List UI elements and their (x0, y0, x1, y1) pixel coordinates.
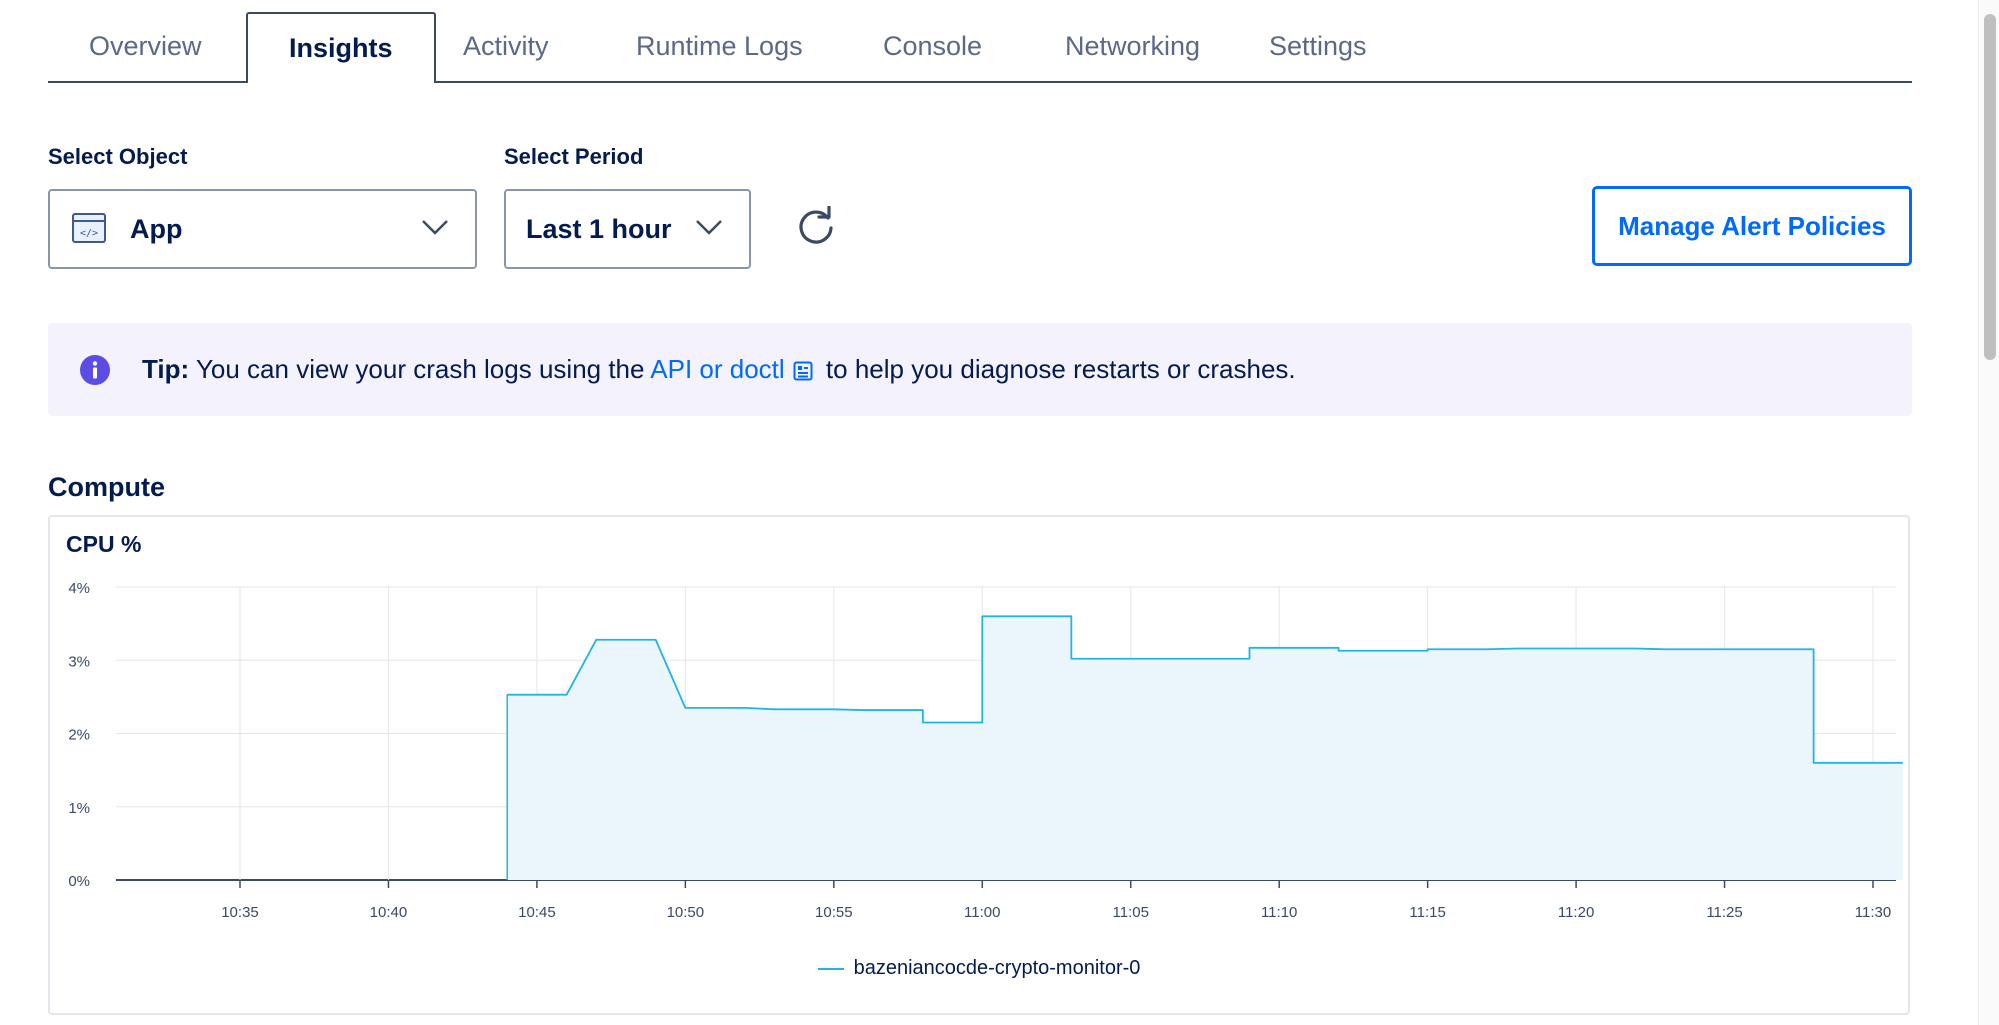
tab-networking[interactable]: Networking (1065, 31, 1201, 61)
api-doctl-link[interactable]: API or doctl (650, 354, 785, 384)
tab-overview[interactable]: Overview (89, 31, 202, 61)
select-object-label: Select Object (48, 144, 188, 169)
x-tick-label: 11:05 (1113, 904, 1149, 921)
external-doc-icon[interactable] (793, 326, 813, 419)
compute-section-title: Compute (48, 472, 165, 502)
x-tick-label: 11:20 (1558, 904, 1594, 921)
scrollbar-thumb[interactable] (1984, 14, 1996, 360)
tab-bar: Overview Insights Activity Runtime Logs … (48, 12, 1912, 83)
info-icon (80, 355, 110, 390)
tip-text-before: You can view your crash logs using the (195, 354, 645, 384)
select-period-dropdown[interactable]: Last 1 hour (504, 189, 751, 269)
x-tick-label: 11:30 (1855, 904, 1891, 921)
tab-runtime-logs[interactable]: Runtime Logs (636, 31, 803, 61)
chevron-down-icon (420, 217, 450, 242)
series-area-fill (507, 616, 1903, 880)
x-tick-label: 11:15 (1409, 904, 1445, 921)
app-code-icon: </> (72, 213, 106, 248)
y-tick-label: 1% (68, 800, 90, 817)
y-tick-label: 4% (68, 580, 90, 597)
select-object-dropdown[interactable]: </> App (48, 189, 477, 269)
tab-insights[interactable]: Insights (246, 12, 436, 83)
select-period-label: Select Period (504, 144, 644, 169)
tip-prefix: Tip: (142, 354, 190, 384)
x-tick-label: 10:50 (667, 904, 705, 921)
x-tick-label: 11:00 (964, 904, 1000, 921)
x-tick-label: 11:25 (1706, 904, 1742, 921)
chevron-down-icon (694, 217, 724, 242)
x-tick-label: 10:40 (370, 904, 408, 921)
tab-activity[interactable]: Activity (463, 31, 549, 61)
tab-settings[interactable]: Settings (1269, 31, 1367, 61)
chart-legend[interactable]: bazeniancocde-crypto-monitor-0 (50, 957, 1908, 980)
chart-title: CPU % (66, 531, 142, 557)
y-tick-label: 0% (68, 873, 90, 890)
cpu-chart-card: CPU % 0% 1% 2% 3% 4% 10:35 10:40 10:45 10:50 10:5… (48, 515, 1910, 1015)
tip-text: Tip: You can view your crash logs using … (142, 323, 1296, 419)
x-tick-label: 11:10 (1261, 904, 1297, 921)
x-tick-label: 10:35 (221, 904, 259, 921)
tip-text-after: to help you diagnose restarts or crashes… (825, 354, 1296, 384)
x-tick-label: 10:55 (815, 904, 853, 921)
cpu-chart: 0% 1% 2% 3% 4% 10:35 10:40 10:45 10:50 10:55 11:00… (68, 580, 1903, 921)
y-tick-label: 2% (68, 727, 90, 744)
legend-swatch (817, 967, 844, 970)
y-tick-label: 3% (68, 653, 90, 670)
refresh-icon[interactable] (794, 205, 838, 250)
x-tick-label: 10:45 (518, 904, 556, 921)
select-period-value: Last 1 hour (526, 214, 672, 244)
select-object-value: App (130, 214, 183, 244)
tab-console[interactable]: Console (883, 31, 983, 61)
manage-alert-policies-button[interactable]: Manage Alert Policies (1592, 186, 1912, 266)
svg-text:</>: </> (80, 228, 98, 239)
legend-series-label: bazeniancocde-crypto-monitor-0 (853, 957, 1141, 979)
series-line (507, 615, 1903, 764)
tip-banner: Tip: You can view your crash logs using … (48, 323, 1912, 416)
